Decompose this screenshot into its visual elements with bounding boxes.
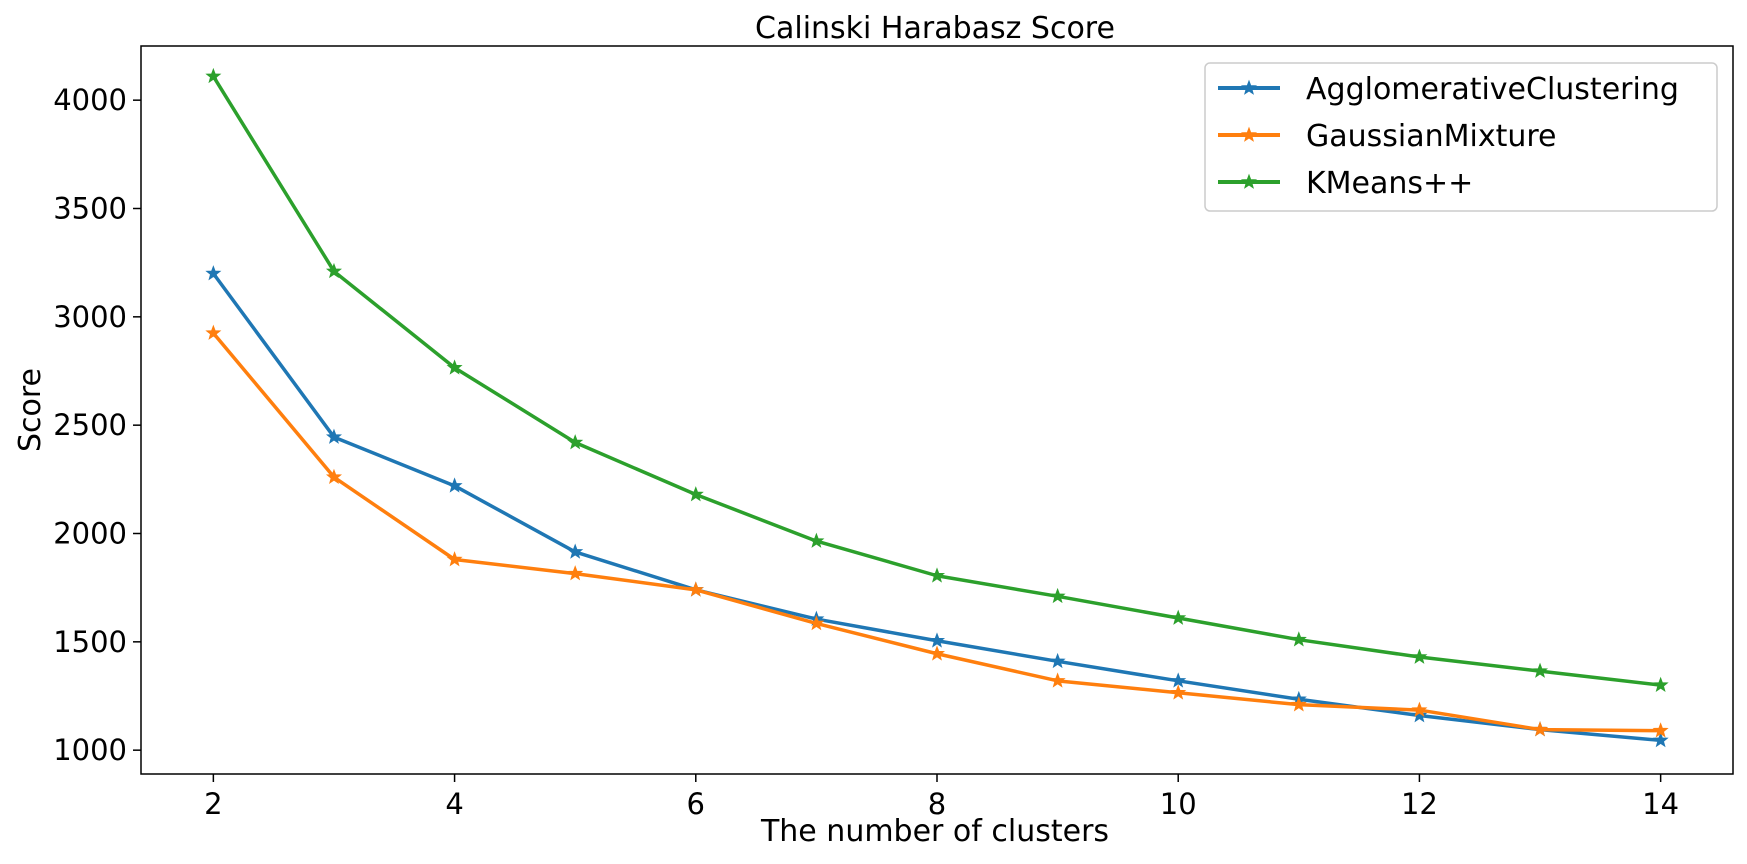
data-point — [567, 543, 584, 559]
legend-entry: AgglomerativeClustering — [1218, 72, 1679, 107]
x-tick-label: 6 — [687, 787, 705, 821]
data-point — [1170, 684, 1187, 700]
x-tick-label: 14 — [1642, 787, 1679, 821]
series-lines — [205, 67, 1669, 748]
data-point — [928, 645, 946, 661]
data-point — [325, 428, 342, 444]
y-axis-ticks: 1000 1500 2000 2500 3000 3500 4000 — [53, 83, 141, 767]
data-point — [1411, 707, 1428, 723]
x-tick-label: 12 — [1401, 787, 1438, 821]
x-tick-label: 4 — [445, 787, 463, 821]
data-point — [446, 359, 463, 375]
x-tick-label: 2 — [204, 787, 222, 821]
x-tick-label: 10 — [1160, 787, 1197, 821]
data-point — [1652, 676, 1669, 692]
legend-label: GaussianMixture — [1306, 119, 1557, 154]
data-point — [1170, 609, 1187, 625]
data-point — [1290, 696, 1307, 712]
y-tick-label: 4000 — [53, 83, 127, 117]
legend: AgglomerativeClustering GaussianMixture KM… — [1204, 62, 1718, 212]
y-axis-label: Score — [13, 368, 48, 452]
legend-swatch-marker — [1240, 173, 1258, 189]
data-point — [687, 581, 704, 597]
data-point — [928, 632, 946, 648]
data-point — [567, 565, 584, 581]
x-axis-label: The number of clusters — [760, 814, 1109, 849]
x-axis-ticks: 2 4 6 8 10 12 14 — [204, 774, 1679, 821]
legend-entry: GaussianMixture — [1218, 119, 1557, 154]
legend-swatch-marker — [1240, 126, 1258, 142]
data-point — [1049, 652, 1066, 669]
legend-label: KMeans++ — [1306, 166, 1473, 201]
y-tick-label: 3000 — [53, 300, 127, 334]
y-tick-label: 1500 — [53, 625, 127, 659]
data-point — [1049, 672, 1066, 688]
data-point — [325, 468, 342, 484]
series-gaussianmixture — [205, 324, 1669, 738]
y-tick-label: 3500 — [53, 192, 127, 226]
y-tick-label: 2000 — [53, 517, 127, 551]
legend-swatch-marker — [1240, 79, 1258, 95]
data-point — [567, 434, 584, 450]
data-point — [1049, 587, 1066, 604]
data-point — [205, 67, 222, 84]
data-point — [1652, 722, 1669, 738]
data-point — [1290, 631, 1307, 647]
data-point — [928, 567, 946, 583]
data-point — [325, 262, 342, 279]
data-point — [1532, 662, 1549, 678]
data-point — [446, 551, 463, 567]
legend-entry: KMeans++ — [1218, 166, 1473, 201]
data-point — [808, 532, 825, 548]
data-point — [1170, 672, 1187, 688]
chart-title: Calinski Harabasz Score — [755, 11, 1115, 46]
legend-label: AgglomerativeClustering — [1306, 72, 1679, 107]
data-point — [687, 486, 704, 502]
plot-frame — [140, 45, 1734, 775]
y-tick-label: 1000 — [53, 733, 127, 767]
data-point — [1411, 701, 1428, 717]
data-point — [1411, 648, 1428, 664]
x-tick-label: 8 — [928, 787, 946, 821]
legend-box — [1204, 62, 1718, 212]
data-point — [205, 265, 222, 281]
data-point — [1652, 731, 1669, 748]
data-point — [205, 324, 222, 340]
y-tick-label: 2500 — [53, 408, 127, 442]
data-point — [1532, 721, 1549, 737]
data-point — [446, 477, 463, 493]
data-point — [808, 614, 825, 631]
series-kmeans — [205, 67, 1669, 692]
